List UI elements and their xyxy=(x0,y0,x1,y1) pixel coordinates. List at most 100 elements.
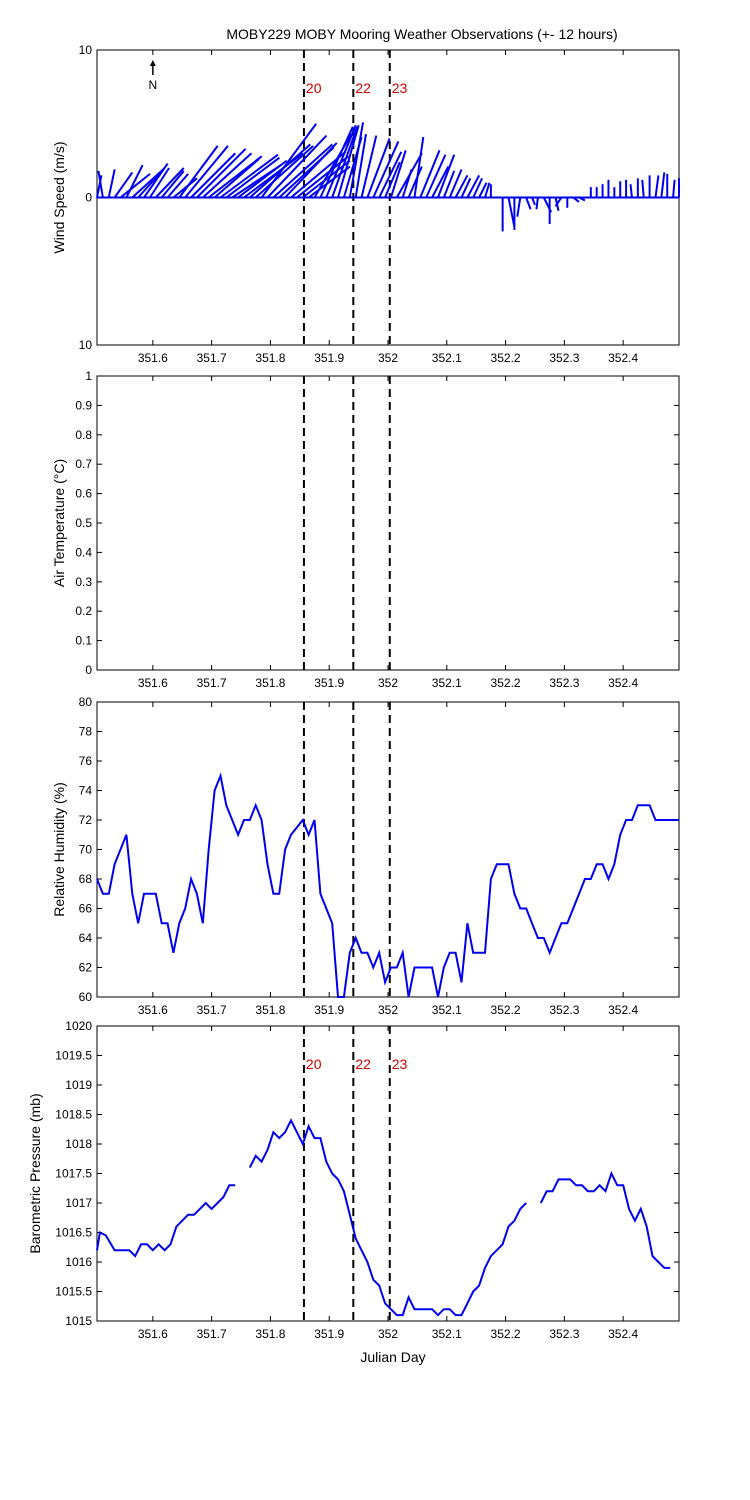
pressure-y-tick-label: 1015.5 xyxy=(55,1285,92,1299)
humidity-x-tick-label: 351.7 xyxy=(197,1003,227,1017)
wind-vector-stick xyxy=(196,148,247,199)
wind-vector-stick xyxy=(413,136,425,198)
wind-vector-stick xyxy=(331,126,359,198)
wind-y-tick-label: 10 xyxy=(79,338,93,352)
wind-vector-stick xyxy=(225,156,281,199)
airtemp-x-tick-label: 351.7 xyxy=(197,676,227,690)
airtemp-y-axis-label: Air Temperature (°C) xyxy=(51,459,67,587)
pressure-x-tick-label: 351.9 xyxy=(314,1327,344,1341)
wind-vector-stick xyxy=(478,182,488,198)
chart-title: MOBY229 MOBY Mooring Weather Observation… xyxy=(226,26,617,42)
wind-x-tick-label: 351.7 xyxy=(197,351,227,365)
pressure-x-tick-label: 351.8 xyxy=(255,1327,285,1341)
humidity-x-tick-label: 352.2 xyxy=(491,1003,521,1017)
wind-vector-stick xyxy=(97,170,104,198)
pressure-x-tick-label: 352.3 xyxy=(549,1327,579,1341)
x-axis-label: Julian Day xyxy=(360,1349,425,1365)
airtemp-y-tick-label: 1 xyxy=(85,369,92,383)
wind-vector-stick xyxy=(378,151,403,198)
pressure-y-tick-label: 1016.5 xyxy=(55,1226,92,1240)
wind-vector-stick xyxy=(466,174,481,198)
wind-vector-stick xyxy=(366,138,391,198)
humidity-y-tick-label: 72 xyxy=(79,813,93,827)
pressure-y-tick-label: 1020 xyxy=(65,1019,92,1033)
airtemp-x-tick-label: 352.1 xyxy=(432,676,462,690)
wind-vector-stick xyxy=(260,123,317,199)
wind-y-tick-label: 10 xyxy=(79,43,93,57)
humidity-y-tick-label: 76 xyxy=(79,754,93,768)
humidity-x-tick-label: 352.3 xyxy=(549,1003,579,1017)
humidity-y-tick-label: 80 xyxy=(79,695,93,709)
wind-vector-stick xyxy=(160,170,185,199)
wind-vector-stick xyxy=(348,122,365,198)
wind-vector-stick xyxy=(113,171,134,199)
panel-airtemp: 351.6 351.7 351.8 351.9 352 352.1 352.2 352.3 35… xyxy=(51,369,680,690)
wind-vector-stick xyxy=(516,197,522,217)
pressure-x-tick-label: 352.4 xyxy=(608,1327,638,1341)
pressure-x-tick-label: 352.1 xyxy=(432,1327,462,1341)
pressure-y-tick-label: 1016 xyxy=(65,1255,92,1269)
wind-x-tick-label: 352.3 xyxy=(549,351,579,365)
wind-marker-label-20: 20 xyxy=(306,80,322,96)
airtemp-x-tick-label: 351.8 xyxy=(255,676,285,690)
wind-vector-stick xyxy=(149,167,170,199)
wind-vector-stick xyxy=(472,177,484,198)
wind-vector-stick xyxy=(525,197,532,210)
humidity-x-tick-label: 351.6 xyxy=(138,1003,168,1017)
airtemp-y-tick-label: 0.5 xyxy=(75,516,92,530)
humidity-y-tick-label: 66 xyxy=(79,902,93,916)
wind-vector-stick xyxy=(219,153,279,199)
wind-x-tick-label: 352.4 xyxy=(608,351,638,365)
humidity-y-tick-label: 64 xyxy=(79,931,93,945)
pressure-axes-frame xyxy=(96,1025,680,1322)
wind-vector-stick xyxy=(166,173,189,199)
wind-vector-stick xyxy=(419,149,441,198)
wind-vector-stick xyxy=(672,179,676,198)
wind-x-tick-label: 352.1 xyxy=(432,351,462,365)
wind-x-tick-label: 351.8 xyxy=(255,351,285,365)
airtemp-x-tick-label: 352.2 xyxy=(491,676,521,690)
airtemp-y-tick-label: 0.9 xyxy=(75,398,92,412)
airtemp-y-tick-label: 0.1 xyxy=(75,634,92,648)
wind-y-axis-label: Wind Speed (m/s) xyxy=(51,141,67,253)
humidity-y-axis-label: Relative Humidity (%) xyxy=(51,782,67,917)
wind-x-tick-label: 351.9 xyxy=(314,351,344,365)
pressure-series-line xyxy=(248,1118,527,1317)
wind-vector-stick xyxy=(484,182,491,198)
airtemp-y-tick-label: 0.4 xyxy=(75,545,92,559)
airtemp-axes-frame xyxy=(96,375,680,671)
wind-vector-stick xyxy=(319,126,354,198)
humidity-y-tick-label: 62 xyxy=(79,961,93,975)
wind-vector-stick xyxy=(384,161,401,198)
wind-vector-stick xyxy=(437,154,456,198)
airtemp-x-tick-label: 352.3 xyxy=(549,676,579,690)
wind-vector-stick xyxy=(431,166,450,198)
pressure-y-tick-label: 1018 xyxy=(65,1137,92,1151)
airtemp-y-tick-label: 0.2 xyxy=(75,604,92,618)
wind-vector-stick xyxy=(155,167,185,199)
humidity-series-line xyxy=(96,772,679,998)
humidity-x-tick-label: 352 xyxy=(378,1003,398,1017)
pressure-series-line xyxy=(539,1170,671,1269)
pressure-y-tick-label: 1018.5 xyxy=(55,1108,92,1122)
airtemp-x-tick-label: 352.4 xyxy=(608,676,638,690)
airtemp-x-tick-label: 351.6 xyxy=(138,676,168,690)
humidity-x-tick-label: 352.1 xyxy=(432,1003,462,1017)
wind-vector-stick xyxy=(660,172,666,198)
wind-vector-stick xyxy=(372,141,400,198)
wind-vector-stick xyxy=(360,135,378,198)
wind-vector-stick xyxy=(407,166,423,198)
wind-vector-stick xyxy=(143,163,169,199)
wind-vector-stick xyxy=(213,158,260,199)
pressure-y-tick-label: 1019.5 xyxy=(55,1049,92,1063)
wind-marker-label-23: 23 xyxy=(392,80,408,96)
airtemp-x-tick-label: 351.9 xyxy=(314,676,344,690)
humidity-y-tick-label: 68 xyxy=(79,872,93,886)
panels: 351.6 351.7 351.8 351.9 352 352.1 352.2 352.3 35… xyxy=(27,43,680,1341)
pressure-marker-label-23: 23 xyxy=(392,1056,408,1072)
airtemp-y-tick-label: 0.6 xyxy=(75,487,92,501)
wind-vector-stick xyxy=(454,174,469,198)
humidity-axes-frame xyxy=(96,701,680,998)
wind-vector-stick xyxy=(554,196,563,207)
pressure-series-line xyxy=(96,1184,236,1258)
